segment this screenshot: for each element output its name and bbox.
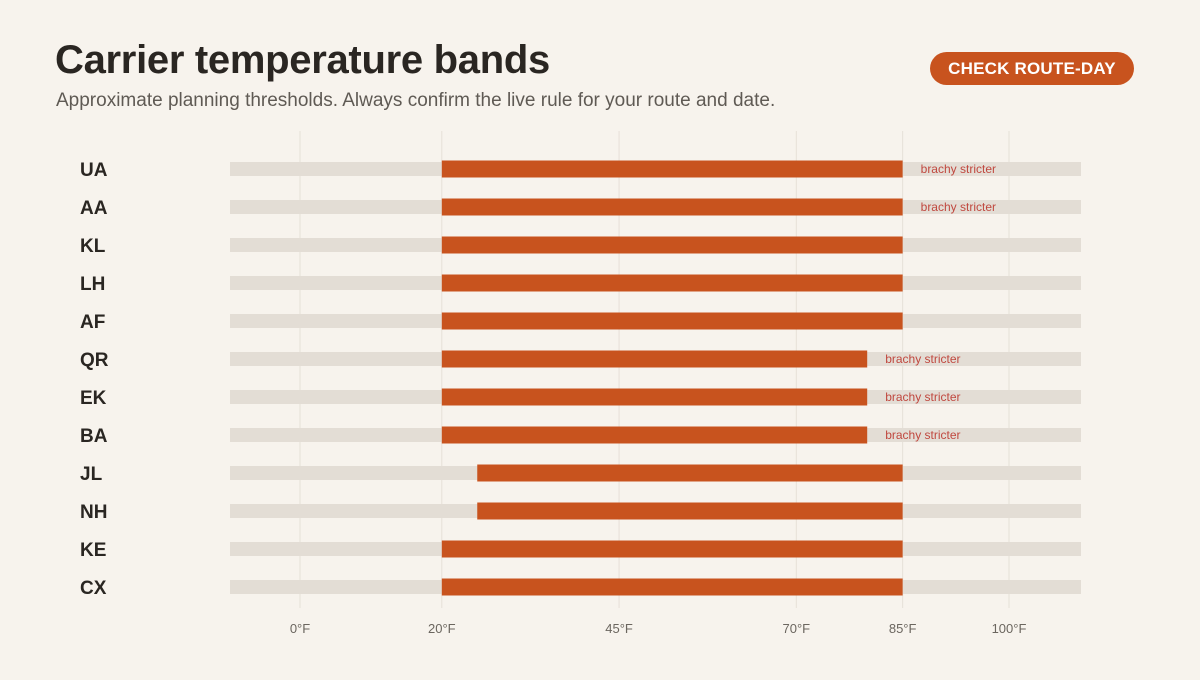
carrier-row: CX xyxy=(80,578,1081,599)
carrier-row: BA brachy stricter xyxy=(80,426,1081,447)
temperature-band xyxy=(441,540,903,558)
temperature-band xyxy=(477,502,903,520)
carrier-label: EK xyxy=(80,388,107,409)
carrier-row: KL xyxy=(80,236,1081,257)
carrier-row: AA brachy stricter xyxy=(80,198,1081,219)
carrier-label: CX xyxy=(80,578,107,599)
page-title: Carrier temperature bands xyxy=(55,38,550,82)
carrier-row: NH xyxy=(80,502,1081,523)
carrier-label: AF xyxy=(80,312,105,333)
carrier-row: UA brachy stricter xyxy=(80,160,1081,181)
carrier-label: NH xyxy=(80,502,107,523)
carrier-label: BA xyxy=(80,426,108,447)
x-tick-label: 85°F xyxy=(889,621,917,636)
carrier-label: UA xyxy=(80,160,108,181)
temperature-band xyxy=(477,464,903,482)
x-tick-label: 70°F xyxy=(782,621,810,636)
temperature-band xyxy=(441,236,903,254)
temperature-band xyxy=(441,350,868,368)
carrier-row: LH xyxy=(80,274,1081,295)
carrier-row: KE xyxy=(80,540,1081,561)
band-note: brachy stricter xyxy=(885,428,960,442)
carrier-label: KL xyxy=(80,236,106,257)
carrier-label: LH xyxy=(80,274,105,295)
carrier-row: AF xyxy=(80,312,1081,333)
carrier-label: AA xyxy=(80,198,108,219)
check-route-day-button[interactable]: CHECK ROUTE-DAY xyxy=(930,52,1134,85)
temperature-band xyxy=(441,578,903,596)
band-note: brachy stricter xyxy=(921,162,996,176)
x-tick-label: 20°F xyxy=(428,621,456,636)
carrier-row: QR brachy stricter xyxy=(80,350,1081,371)
temperature-band xyxy=(441,388,868,406)
carrier-label: QR xyxy=(80,350,109,371)
temperature-band xyxy=(441,198,903,216)
page-subtitle: Approximate planning thresholds. Always … xyxy=(56,90,776,111)
band-note: brachy stricter xyxy=(885,390,960,404)
x-tick-label: 0°F xyxy=(290,621,310,636)
x-tick-label: 45°F xyxy=(605,621,633,636)
temperature-band xyxy=(441,160,903,178)
carrier-row: EK brachy stricter xyxy=(80,388,1081,409)
temperature-band xyxy=(441,426,868,444)
temperature-band xyxy=(441,274,903,292)
band-note: brachy stricter xyxy=(921,200,996,214)
carrier-label: KE xyxy=(80,540,106,561)
band-note: brachy stricter xyxy=(885,352,960,366)
carrier-label: JL xyxy=(80,464,103,485)
carrier-row: JL xyxy=(80,464,1081,485)
temperature-band xyxy=(441,312,903,330)
x-tick-label: 100°F xyxy=(992,621,1027,636)
